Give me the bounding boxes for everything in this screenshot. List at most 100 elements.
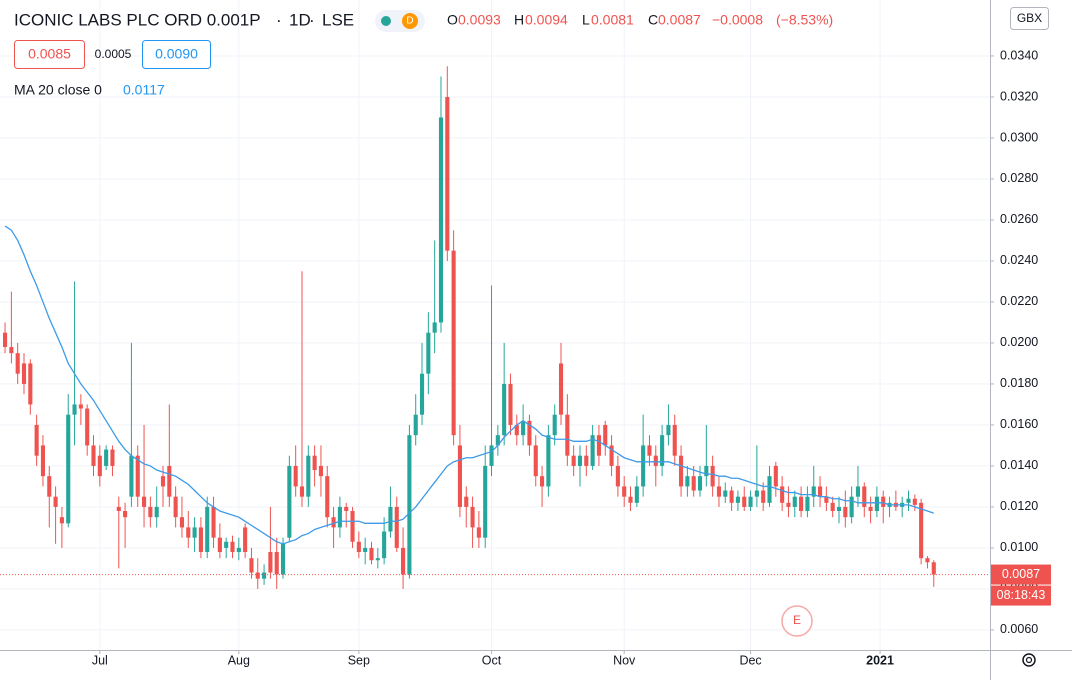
candle-body xyxy=(780,486,785,503)
candle-body xyxy=(382,531,387,559)
candle-body xyxy=(615,465,620,487)
candle-body xyxy=(141,496,147,507)
candle-body xyxy=(622,486,627,497)
candle-body xyxy=(274,552,279,575)
y-tick-label: 0.0280 xyxy=(1000,171,1038,185)
candle-body xyxy=(483,465,488,538)
candle-body xyxy=(773,465,778,487)
ask-box[interactable] xyxy=(142,40,211,69)
separator: · xyxy=(276,10,282,29)
candle-body xyxy=(356,541,361,553)
candle-body xyxy=(78,404,83,409)
y-tick-label: 0.0140 xyxy=(1000,458,1038,472)
candle-body xyxy=(881,496,886,507)
grid xyxy=(0,0,990,650)
candle-body xyxy=(817,486,823,497)
spread: 0.0005 xyxy=(95,47,132,61)
candle-body xyxy=(457,445,462,507)
candle-body xyxy=(723,490,728,497)
low-value: 0.0081 xyxy=(591,12,634,28)
separator: · xyxy=(309,10,315,29)
candle-body xyxy=(584,455,589,466)
candle-body xyxy=(767,476,772,503)
candle-body xyxy=(628,496,633,503)
y-tick-label: 0.0240 xyxy=(1000,253,1038,267)
candle-body xyxy=(533,445,538,477)
y-tick-label: 0.0200 xyxy=(1000,335,1038,349)
y-tick-label: 0.0120 xyxy=(1000,499,1038,513)
candle-body xyxy=(660,435,665,466)
x-tick-label: Dec xyxy=(739,653,761,667)
candle-body xyxy=(653,455,658,466)
candle-body xyxy=(843,506,848,518)
candle-body xyxy=(571,455,576,466)
earnings-marker[interactable] xyxy=(781,605,813,637)
candle-body xyxy=(53,496,58,507)
candle-body xyxy=(855,486,861,497)
candle-body xyxy=(824,496,829,503)
candle-body xyxy=(862,486,867,507)
candle-body xyxy=(527,420,532,446)
candle-body xyxy=(919,502,924,559)
x-tick-label: Nov xyxy=(613,653,636,667)
ma-legend: MA 20 close 0 xyxy=(14,82,102,98)
candle-body xyxy=(735,496,740,503)
y-tick-label: 0.0220 xyxy=(1000,294,1038,308)
high-value: 0.0094 xyxy=(525,12,568,28)
candle-body xyxy=(691,476,696,491)
candle-body xyxy=(811,486,816,497)
candle-body xyxy=(786,502,791,507)
close-value: 0.0087 xyxy=(658,12,701,28)
change: −0.0008 xyxy=(712,12,763,28)
bid-box[interactable] xyxy=(14,40,85,69)
candle-body xyxy=(792,496,797,507)
high-label: H xyxy=(514,12,524,28)
candle-body xyxy=(293,465,298,487)
interval[interactable]: 1D xyxy=(289,10,311,29)
candle-body xyxy=(154,506,159,518)
countdown-box xyxy=(991,585,1051,606)
candle-body xyxy=(217,537,222,553)
currency-box[interactable] xyxy=(1010,7,1049,30)
y-tick-label: 0.0100 xyxy=(1000,540,1038,554)
candle-body xyxy=(255,572,260,579)
candle-body xyxy=(325,476,330,518)
candle-body xyxy=(577,455,583,466)
candle-body xyxy=(565,414,570,456)
candle-body xyxy=(318,465,323,477)
candle-body xyxy=(186,527,191,538)
candle-body xyxy=(287,465,292,538)
candle-body xyxy=(647,445,652,456)
axes: 0.00600.00800.01000.01200.01400.01600.01… xyxy=(92,48,1051,667)
candle-body xyxy=(502,383,507,436)
candle-body xyxy=(72,404,77,415)
candle-body xyxy=(754,490,759,497)
candle-body xyxy=(489,445,494,466)
candle-body xyxy=(495,435,500,446)
candle-body xyxy=(552,414,557,436)
candle-body xyxy=(160,476,166,487)
candle-body xyxy=(299,486,305,497)
candle-body xyxy=(704,465,709,477)
candle-body xyxy=(912,498,917,505)
ask: 0.0090 xyxy=(155,46,198,62)
candle-body xyxy=(344,506,349,512)
candle-body xyxy=(97,455,102,477)
candle-body xyxy=(262,572,267,579)
candle-body xyxy=(47,476,52,497)
candle-body xyxy=(369,547,374,561)
candle-body xyxy=(432,322,437,333)
settings-icon[interactable] xyxy=(1022,653,1036,667)
y-tick-label: 0.0180 xyxy=(1000,376,1038,390)
candle-body xyxy=(59,517,64,524)
ma-line xyxy=(4,225,934,545)
candle-body xyxy=(603,424,608,446)
candle-body xyxy=(116,506,121,512)
candle-body xyxy=(419,373,425,415)
candle-body xyxy=(514,424,519,436)
candle-body xyxy=(401,547,406,575)
candle-body xyxy=(849,496,854,518)
candle-body xyxy=(596,435,601,456)
candle-body xyxy=(306,455,311,497)
plot xyxy=(0,66,990,589)
